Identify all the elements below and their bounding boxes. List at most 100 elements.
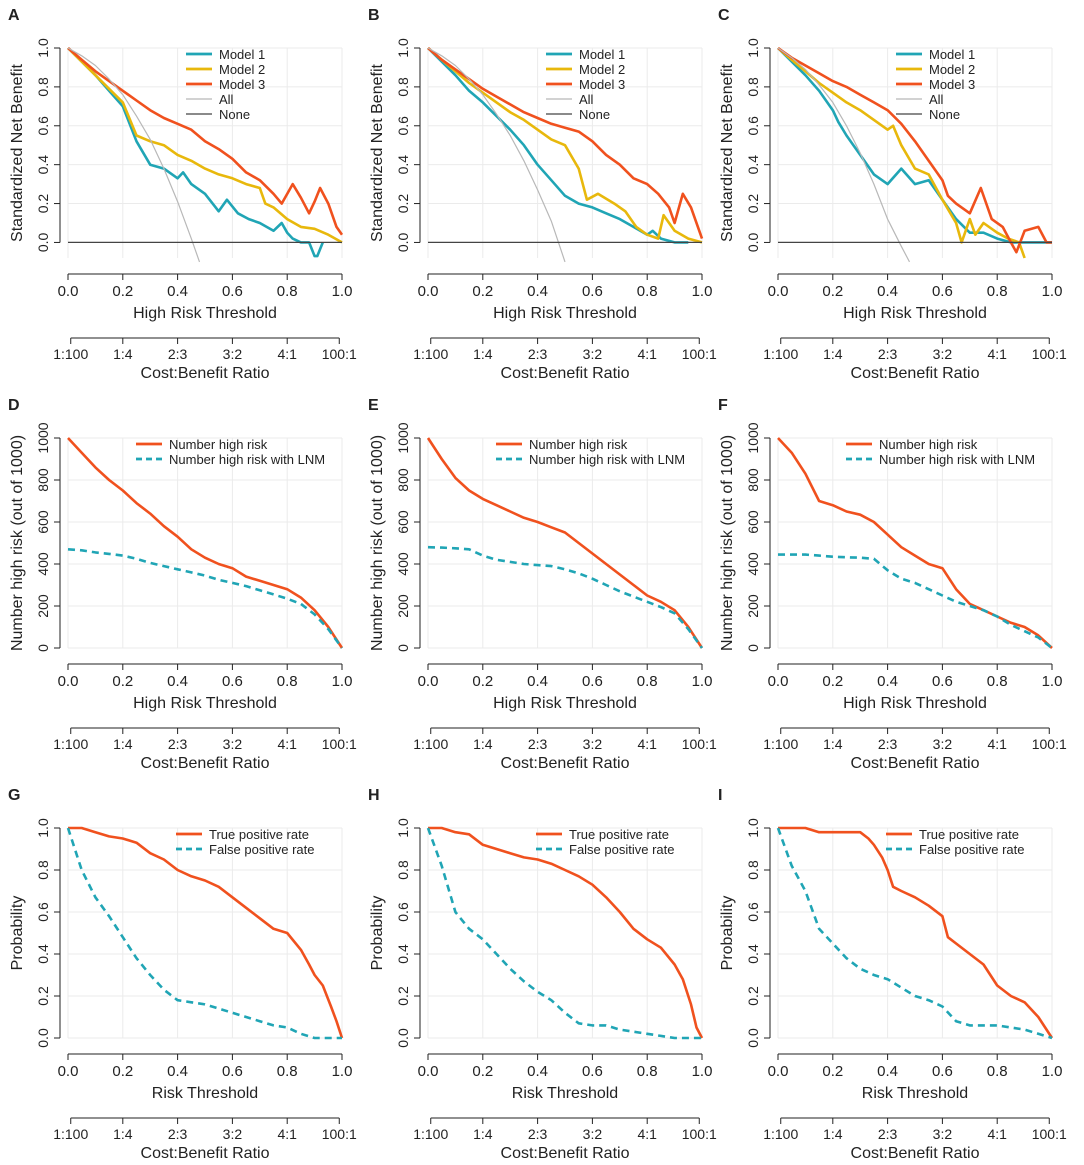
legend-label: Number high risk xyxy=(169,437,268,452)
series-line-all xyxy=(67,47,201,263)
series-line-false-positive-rate xyxy=(776,827,1053,1040)
ratio-tick-label: 3:2 xyxy=(223,1126,243,1142)
x-axis-title: High Risk Threshold xyxy=(133,305,277,322)
series-line-model-1 xyxy=(777,47,1052,244)
chart-panel-b: B 0.0 0.2 0.4 0.6 0.8 1.0 Standardized Net Bene… xyxy=(368,7,717,382)
y-tick-label: 800 xyxy=(745,468,761,492)
legend-label: Number high risk with LNM xyxy=(879,452,1035,467)
x-tick-label: 0.0 xyxy=(768,673,789,690)
legend-label: False positive rate xyxy=(569,842,675,857)
y-tick-label: 0 xyxy=(395,644,411,652)
y-tick-label: 0.0 xyxy=(745,233,761,253)
ratio-tick-label: 2:3 xyxy=(528,346,548,362)
panel-letter: H xyxy=(368,787,380,804)
ratio-tick-label: 3:2 xyxy=(223,346,243,362)
y-tick-label: 0.8 xyxy=(35,77,51,97)
y-axis-title: Number high risk (out of 1000) xyxy=(9,435,26,651)
x-tick-label: 0.2 xyxy=(822,673,843,690)
ratio-tick-label: 3:2 xyxy=(933,346,953,362)
plot-area xyxy=(66,826,344,1040)
y-axis-title: Number high risk (out of 1000) xyxy=(719,435,736,651)
plot-area xyxy=(67,437,344,649)
chart-panel-d: D 0 200 400 600 800 1000 Number high risk (out … xyxy=(8,397,357,772)
x-tick-label: 0.6 xyxy=(582,283,603,300)
x-tick-label: 0.6 xyxy=(582,1063,603,1080)
ratio-tick-label: 100:1 xyxy=(322,736,357,752)
y-tick-label: 200 xyxy=(35,594,51,618)
y-tick-label: 0 xyxy=(35,644,51,652)
ratio-tick-label: 1:100 xyxy=(53,736,88,752)
series-line-number-high-risk xyxy=(426,437,704,649)
series-line-false-positive-rate xyxy=(66,827,342,1040)
ratio-tick-label: 100:1 xyxy=(682,736,717,752)
plot-area xyxy=(426,437,704,649)
ratio-tick-label: 100:1 xyxy=(1032,346,1067,362)
plot-area xyxy=(777,437,1053,650)
y-axis-title: Probability xyxy=(719,896,736,971)
y-tick-label: 0.6 xyxy=(745,902,761,922)
ratio-tick-label: 4:1 xyxy=(277,1126,297,1142)
ratio-tick-label: 1:4 xyxy=(823,736,843,752)
ratio-tick-label: 4:1 xyxy=(987,1126,1007,1142)
series-line-model-3 xyxy=(777,46,1052,254)
ratio-tick-label: 4:1 xyxy=(277,346,297,362)
series-line-model-2 xyxy=(777,47,1026,259)
y-tick-label: 800 xyxy=(35,468,51,492)
chart-panel-g: G 0.0 0.2 0.4 0.6 0.8 1.0 Probability 0.0 0.2 0.4 0… xyxy=(8,787,357,1162)
y-tick-label: 0.2 xyxy=(745,194,761,214)
panel-letter: B xyxy=(368,7,380,24)
y-tick-label: 400 xyxy=(745,552,761,576)
ratio-tick-label: 2:3 xyxy=(168,736,188,752)
x-axis-title: High Risk Threshold xyxy=(493,305,637,322)
legend-label: None xyxy=(929,107,960,122)
x-tick-label: 1.0 xyxy=(1042,1063,1063,1080)
ratio-tick-label: 1:4 xyxy=(823,1126,843,1142)
legend-label: Model 3 xyxy=(929,77,975,92)
y-tick-label: 800 xyxy=(395,468,411,492)
legend-label: Model 2 xyxy=(929,62,975,77)
y-tick-label: 0.2 xyxy=(395,986,411,1006)
x-tick-label: 0.0 xyxy=(418,1063,439,1080)
ratio-axis-title: Cost:Benefit Ratio xyxy=(501,755,630,772)
ratio-tick-label: 4:1 xyxy=(637,736,657,752)
ratio-tick-label: 3:2 xyxy=(583,736,603,752)
ratio-tick-label: 1:4 xyxy=(113,1126,133,1142)
y-tick-label: 0.0 xyxy=(35,233,51,253)
x-tick-label: 1.0 xyxy=(332,1063,353,1080)
x-axis-title: High Risk Threshold xyxy=(843,305,987,322)
series-line-all xyxy=(777,47,911,263)
chart-panel-a: A 0.0 0.2 0.4 0.6 0.8 1.0 Standardized Net Bene… xyxy=(8,7,357,382)
series-line-model-3 xyxy=(427,47,704,240)
x-axis-title: High Risk Threshold xyxy=(493,695,637,712)
legend-label: Model 1 xyxy=(579,47,625,62)
x-tick-label: 0.4 xyxy=(527,1063,548,1080)
y-axis-title: Probability xyxy=(9,896,26,971)
y-tick-label: 0.4 xyxy=(395,155,411,175)
panel-letter: D xyxy=(8,397,20,414)
x-tick-label: 0.8 xyxy=(987,283,1008,300)
x-tick-label: 1.0 xyxy=(692,673,713,690)
x-tick-label: 0.8 xyxy=(637,1063,658,1080)
legend-label: False positive rate xyxy=(209,842,315,857)
ratio-tick-label: 3:2 xyxy=(933,736,953,752)
ratio-tick-label: 3:2 xyxy=(583,1126,603,1142)
x-tick-label: 0.6 xyxy=(222,283,243,300)
x-tick-label: 0.8 xyxy=(277,1063,298,1080)
series-line-model-1 xyxy=(427,47,689,244)
x-axis-title: High Risk Threshold xyxy=(133,695,277,712)
x-tick-label: 0.4 xyxy=(527,283,548,300)
ratio-tick-label: 1:100 xyxy=(53,1126,88,1142)
plot-area xyxy=(67,47,344,263)
y-tick-label: 0.4 xyxy=(745,155,761,175)
y-tick-label: 0.2 xyxy=(395,194,411,214)
ratio-tick-label: 100:1 xyxy=(682,1126,717,1142)
y-tick-label: 0.2 xyxy=(35,986,51,1006)
x-tick-label: 1.0 xyxy=(1042,283,1063,300)
y-tick-label: 0.8 xyxy=(395,77,411,97)
y-tick-label: 600 xyxy=(745,510,761,534)
y-tick-label: 0.8 xyxy=(745,77,761,97)
chart-panel-f: F 0 200 400 600 800 1000 Number high risk (out … xyxy=(718,397,1067,772)
x-tick-label: 0.2 xyxy=(472,673,493,690)
plot-area xyxy=(777,46,1052,263)
ratio-tick-label: 1:100 xyxy=(413,736,448,752)
